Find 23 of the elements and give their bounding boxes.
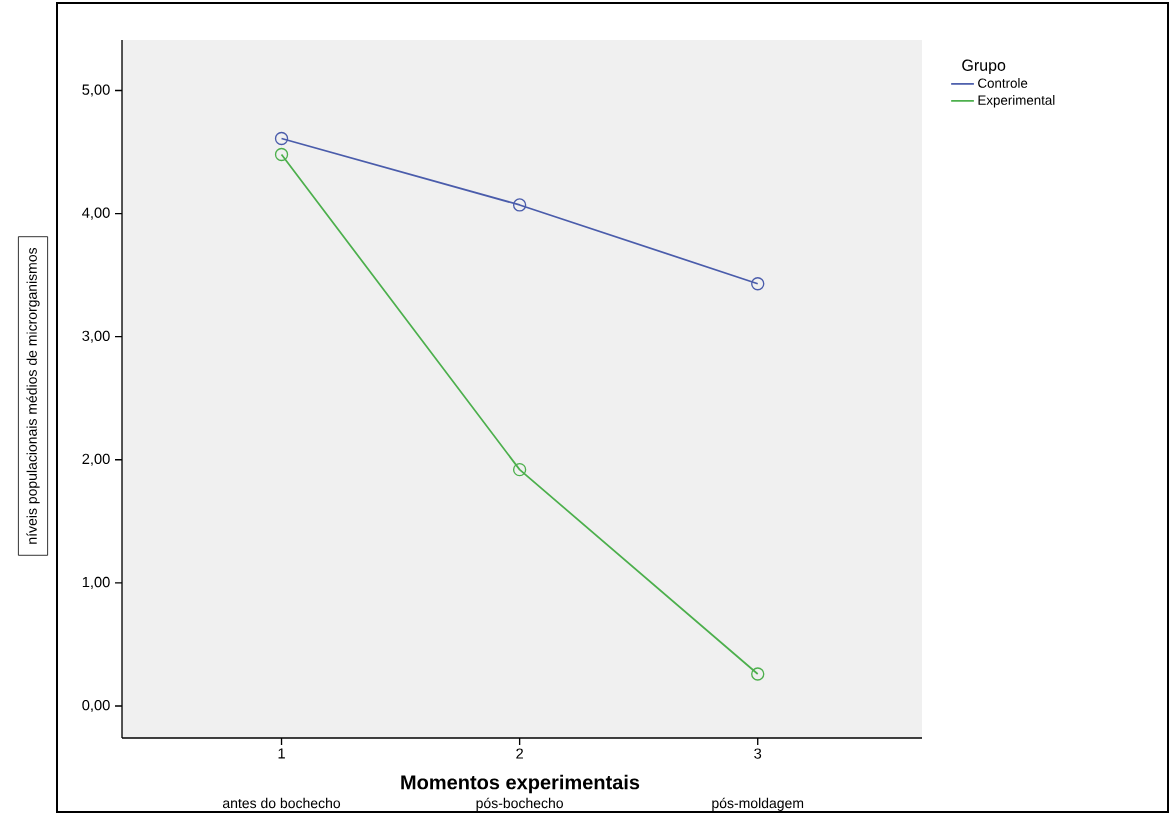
text: pós-bochecho bbox=[476, 797, 563, 811]
legend-label: Controle bbox=[978, 77, 1028, 88]
y-tick-label: 4,00 bbox=[82, 207, 110, 220]
y-tick-label: 2,00 bbox=[82, 453, 110, 466]
legend-title: Grupo bbox=[962, 59, 1006, 74]
y-axis-title: níveis populacionais médios de microrganismos bbox=[26, 247, 40, 544]
point bbox=[512, 462, 527, 477]
x-axis-title: Momentos experimentais bbox=[401, 774, 640, 794]
text: pós-moldagem bbox=[712, 797, 804, 811]
point bbox=[751, 276, 765, 291]
y-tick-label: 5,00 bbox=[82, 84, 110, 97]
point bbox=[274, 147, 289, 161]
point bbox=[512, 198, 527, 212]
y-tick-label: 1,00 bbox=[82, 576, 110, 589]
x-tick-label: 2 bbox=[516, 748, 523, 759]
x-tick-label: 1 bbox=[278, 748, 285, 759]
y-tick-label: 0,00 bbox=[82, 699, 110, 712]
y-tick-label: 3,00 bbox=[82, 330, 110, 343]
point bbox=[274, 131, 289, 145]
legend-label: Experimental bbox=[978, 94, 1055, 108]
point bbox=[751, 667, 765, 681]
x-tick-label: 3 bbox=[754, 748, 762, 759]
text: antes do bochecho bbox=[222, 797, 341, 808]
